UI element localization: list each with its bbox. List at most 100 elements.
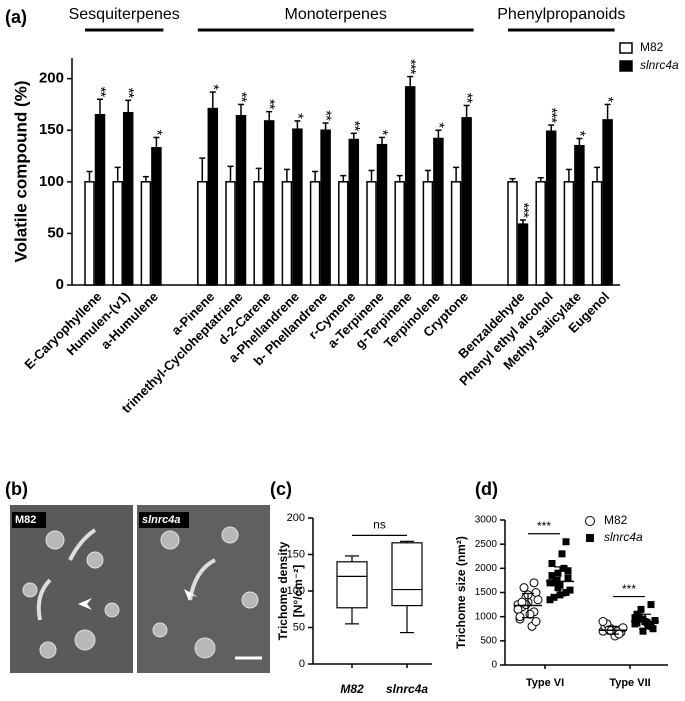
y-tick-label: 50: [293, 621, 305, 633]
panel-label: (d): [475, 479, 498, 499]
x-tick-label: Type VII: [609, 677, 650, 689]
bar: [151, 147, 162, 286]
legend-marker: [585, 516, 595, 526]
bar: [292, 128, 303, 286]
x-tick-label: Type VI: [526, 677, 564, 689]
y-tick-label: 100: [287, 585, 305, 597]
point: [649, 625, 657, 633]
y-tick-label: 0: [56, 276, 64, 293]
point: [529, 578, 539, 588]
significance: **: [261, 99, 278, 110]
panel-label: (b): [5, 479, 28, 499]
bar: [574, 144, 585, 286]
significance: *: [600, 97, 617, 103]
bar: [422, 181, 434, 286]
legend-swatch: [619, 60, 633, 72]
point: [554, 584, 562, 592]
x-tick-label: M82: [340, 682, 364, 696]
arrowhead: [78, 598, 92, 610]
significance: ***: [515, 202, 532, 218]
bar: [602, 119, 613, 286]
point: [562, 538, 570, 546]
point: [548, 560, 556, 567]
point: [633, 619, 641, 627]
label-bg: [12, 512, 46, 528]
bar: [450, 181, 462, 286]
y-axis-label: Trichome size (nm²): [454, 536, 468, 649]
y-tick-label: 200: [287, 512, 305, 524]
y-tick-label: 3000: [475, 515, 498, 526]
legend-label: slnrc4a: [604, 530, 643, 544]
legend-swatch: [619, 42, 633, 54]
bar: [94, 114, 106, 286]
point: [566, 586, 574, 594]
bar: [507, 181, 518, 286]
point: [558, 550, 566, 558]
point: [564, 567, 572, 575]
bar: [563, 181, 575, 286]
legend-label: M82: [604, 513, 628, 527]
bar: [263, 120, 275, 286]
y-tick-label: 500: [480, 635, 497, 646]
point: [554, 569, 562, 577]
point: [647, 601, 655, 609]
point: [564, 574, 572, 582]
bar: [235, 115, 247, 286]
point: [645, 621, 653, 629]
bar: [348, 138, 360, 286]
bar: [338, 181, 349, 286]
panel-label: (c): [270, 479, 292, 499]
point: [560, 564, 568, 572]
group-label: Phenylpropanoids: [497, 6, 625, 23]
group-label: Sesquiterpenes: [69, 6, 180, 23]
bar: [433, 137, 444, 286]
point: [598, 617, 608, 626]
point: [515, 612, 525, 622]
group-label: Monoterpenes: [285, 6, 387, 23]
significance: *: [571, 131, 588, 137]
point: [637, 605, 645, 613]
significance: **: [120, 88, 137, 99]
bar: [309, 181, 321, 286]
annotation: ns: [373, 518, 386, 532]
bar: [366, 181, 377, 286]
image-label: M82: [15, 514, 36, 526]
y-tick-label: 150: [287, 548, 305, 560]
bar: [253, 181, 264, 286]
legend-label: slnrc4a: [640, 58, 679, 72]
bar: [84, 181, 95, 286]
significance: *: [289, 113, 306, 119]
y-axis-label: [N°/cm⁻²]: [291, 565, 305, 617]
significance: **: [318, 110, 335, 121]
significance: **: [233, 92, 250, 103]
point: [651, 617, 659, 625]
y-tick-label: 2000: [475, 563, 498, 574]
bar: [394, 181, 405, 286]
x-tick-label: slnrc4a: [386, 682, 428, 696]
bar: [112, 181, 123, 286]
point: [562, 589, 570, 596]
bar: [376, 143, 388, 286]
significance: **: [346, 121, 363, 132]
annotation: ***: [537, 519, 551, 533]
point: [519, 583, 529, 593]
y-tick-label: 0: [299, 658, 305, 670]
image-label: slnrc4a: [142, 514, 181, 526]
significance: *: [148, 130, 165, 136]
arrowhead: [184, 589, 198, 601]
box: [391, 542, 423, 607]
significance: *: [430, 122, 447, 128]
bar: [535, 181, 546, 286]
significance: *: [374, 130, 391, 136]
point: [639, 627, 647, 635]
trichomes: [22, 526, 259, 659]
panel-b-images: M82 slnrc4a: [10, 505, 270, 673]
significance: ***: [402, 59, 419, 75]
bar: [225, 181, 236, 286]
bar: [207, 107, 219, 286]
point: [531, 617, 541, 626]
bar: [197, 181, 208, 286]
bar: [461, 117, 472, 286]
box: [336, 561, 368, 609]
